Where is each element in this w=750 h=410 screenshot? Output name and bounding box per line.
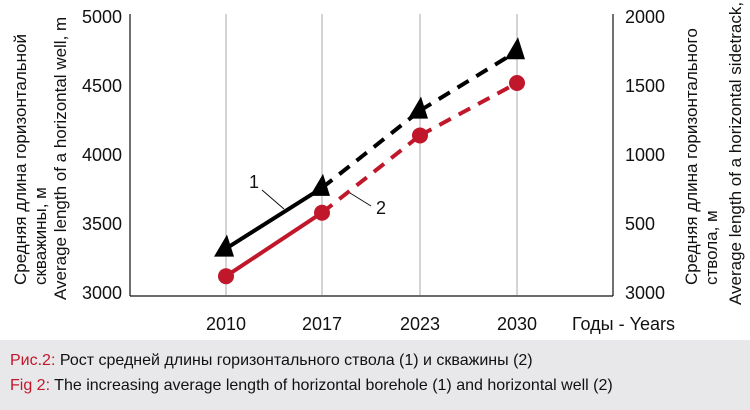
- series-1-segment: [224, 186, 324, 251]
- series-2-point-2030: [509, 75, 525, 91]
- series-1-point-2010: [214, 234, 234, 257]
- series-2-callout-label: 2: [376, 198, 386, 218]
- x-tick-label: 2030: [497, 314, 537, 334]
- left-axis-title-ru-line1: Средняя длина горизонтальной: [11, 34, 30, 285]
- left-tick-label: 4500: [82, 76, 122, 96]
- series-2-point-2017: [314, 204, 330, 221]
- left-tick-label: 3500: [82, 214, 122, 234]
- right-axis-title-ru-line2: ствола, м: [702, 210, 721, 285]
- x-tick-labels: 2010 2017 2023 2030: [206, 314, 537, 334]
- x-tick-label: 2023: [400, 314, 440, 334]
- series-1-point-2023: [408, 96, 428, 119]
- series-2-callout-leader: [349, 192, 372, 207]
- series-1-point-2030: [505, 37, 525, 60]
- caption-ru: Рис.2: Рост средней длины горизонтальног…: [10, 348, 750, 373]
- caption-en-label: Fig 2:: [10, 377, 51, 394]
- right-tick-label: 1000: [625, 145, 665, 165]
- left-tick-label: 4000: [82, 145, 122, 165]
- series-2-segment: [224, 211, 324, 278]
- vertical-grid: [225, 14, 518, 295]
- chart: 5000 4500 4000 3500 3000 2000 1500 1000 …: [11, 0, 745, 334]
- series-2-segment: [419, 81, 518, 138]
- right-tick-label: 500: [625, 214, 655, 234]
- x-tick-label: 2010: [206, 314, 246, 334]
- series-callouts: 1 2: [249, 172, 386, 218]
- left-tick-label: 5000: [82, 7, 122, 27]
- right-axis-title-en: Average length of a horizontal sidetrack…: [726, 0, 745, 305]
- series-2-segment: [320, 133, 422, 215]
- series-layer: [214, 37, 525, 285]
- caption-en-text: The increasing average length of horizon…: [50, 377, 613, 394]
- series-1-segment: [418, 49, 519, 113]
- series-2-point-2023: [412, 127, 428, 144]
- x-axis-label: Годы - Years: [572, 314, 675, 334]
- series-1-callout-leader: [261, 189, 285, 210]
- caption-en: Fig 2: The increasing average length of …: [10, 373, 750, 398]
- right-axis-title: Средняя длина горизонтального ствола, м …: [682, 0, 745, 305]
- caption-ru-text: Рост средней длины горизонтального ствол…: [55, 352, 533, 369]
- left-axis-title: Средняя длина горизонтальной скважины, м…: [11, 17, 70, 300]
- left-tick-label: 3000: [82, 283, 122, 303]
- axis-frame: [129, 14, 614, 297]
- right-axis-title-ru-line1: Средняя длина горизонтального: [682, 28, 701, 285]
- left-axis-title-en: Average length of a horizontal well, m: [51, 17, 70, 300]
- series-2-point-2010: [218, 268, 234, 285]
- series-1-segment: [320, 109, 422, 190]
- left-axis-title-ru-line2: скважины, м: [31, 187, 50, 285]
- right-tick-label: 2000: [625, 7, 665, 27]
- x-tick-label: 2017: [302, 314, 342, 334]
- right-tick-label: 1500: [625, 76, 665, 96]
- figure-caption: Рис.2: Рост средней длины горизонтальног…: [0, 340, 750, 410]
- caption-ru-label: Рис.2:: [10, 352, 56, 369]
- series-1-callout-label: 1: [249, 172, 259, 192]
- left-tick-labels: 5000 4500 4000 3500 3000: [82, 7, 122, 303]
- right-tick-labels: 2000 1500 1000 500 3000: [625, 7, 665, 303]
- series-1-point-2017: [310, 173, 330, 196]
- right-tick-label: 3000: [625, 283, 665, 303]
